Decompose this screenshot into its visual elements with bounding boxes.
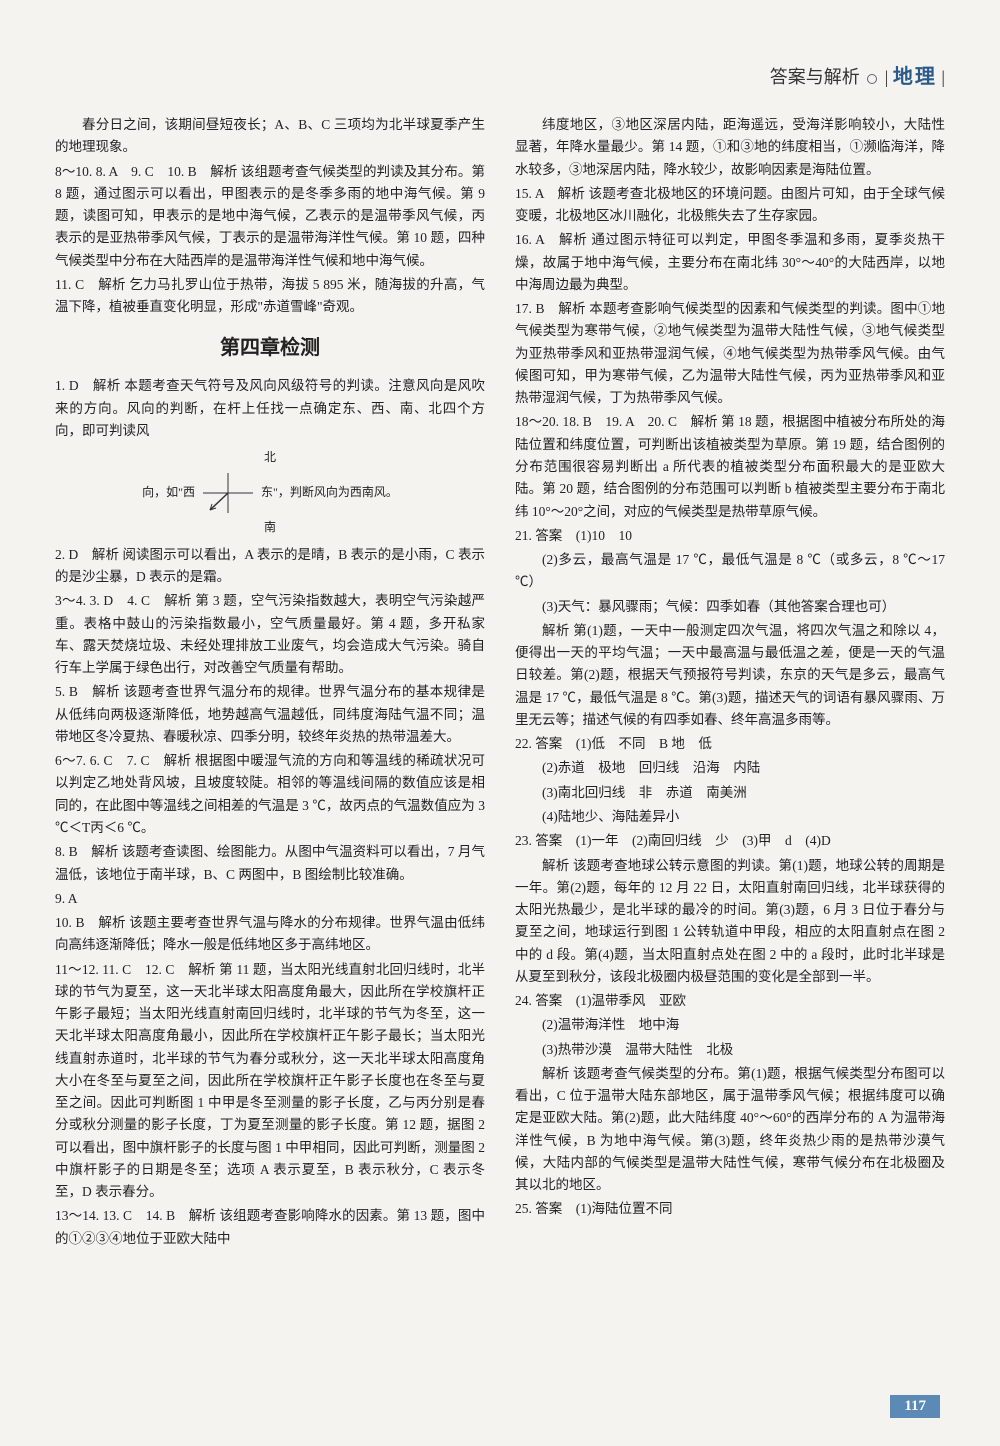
para: 25. 答案 (1)海陆位置不同 (515, 1198, 945, 1220)
page-header: 答案与解析 | 地理 | (55, 60, 945, 89)
para: 15. A 解析 该题考查北极地区的环境问题。由图片可知，由于全球气候变暖，北极… (515, 183, 945, 228)
para: 纬度地区，③地区深居内陆，距海遥远，受海洋影响较小，大陆性显著，年降水量最少。第… (515, 114, 945, 181)
para: 3～4. 3. D 4. C 解析 第 3 题，空气污染指数越大，表明空气污染越… (55, 590, 485, 679)
para: 解析 该题考查地球公转示意图的判读。第(1)题，地球公转的周期是一年。第(2)题… (515, 855, 945, 989)
para: 6～7. 6. C 7. C 解析 根据图中暖湿气流的方向和等温线的稀疏状况可以… (55, 750, 485, 839)
para: (3)天气：暴风骤雨；气候：四季如春（其他答案合理也可） (515, 596, 945, 618)
para: 18～20. 18. B 19. A 20. C 解析 第 18 题，根据图中植… (515, 411, 945, 522)
para: (3)热带沙漠 温带大陆性 北极 (515, 1039, 945, 1061)
header-divider-2: | (941, 67, 945, 87)
para: 11. C 解析 乞力马扎罗山位于热带，海拔 5 895 米，随海拔的升高，气温… (55, 274, 485, 319)
left-column: 春分日之间，该期间昼短夜长；A、B、C 三项均为北半球夏季产生的地理现象。 8～… (55, 114, 485, 1252)
para: 22. 答案 (1)低 不同 B 地 低 (515, 733, 945, 755)
para: (2)温带海洋性 地中海 (515, 1014, 945, 1036)
para: 17. B 解析 本题考查影响气候类型的因素和气候类型的判读。图中①地气候类型为… (515, 298, 945, 409)
compass-icon (198, 468, 258, 518)
header-circle (867, 74, 877, 84)
content-columns: 春分日之间，该期间昼短夜长；A、B、C 三项均为北半球夏季产生的地理现象。 8～… (55, 114, 945, 1252)
para: (3)南北回归线 非 赤道 南美洲 (515, 782, 945, 804)
para: 2. D 解析 阅读图示可以看出，A 表示的是晴，B 表示的是小雨，C 表示的是… (55, 544, 485, 589)
compass-text-right: 东"，判断风向为西南风。 (261, 485, 398, 499)
para: (4)陆地少、海陆差异小 (515, 806, 945, 828)
para: 24. 答案 (1)温带季风 亚欧 (515, 990, 945, 1012)
compass-north: 北 (55, 448, 485, 468)
para: 8～10. 8. A 9. C 10. B 解析 该组题考查气候类型的判读及其分… (55, 161, 485, 272)
para: 13～14. 13. C 14. B 解析 该组题考查影响降水的因素。第 13 … (55, 1205, 485, 1250)
para: 5. B 解析 该题考查世界气温分布的规律。世界气温分布的基本规律是从低纬向两极… (55, 681, 485, 748)
compass-south: 南 (55, 518, 485, 538)
para: 11～12. 11. C 12. C 解析 第 11 题，当太阳光线直射北回归线… (55, 959, 485, 1204)
page-number: 117 (890, 1395, 940, 1418)
para: (2)多云，最高气温是 17 ℃，最低气温是 8 ℃（或多云，8 ℃～17 ℃） (515, 549, 945, 594)
header-prefix: 答案与解析 (770, 67, 860, 87)
compass-text-left: 向，如"西 (142, 485, 195, 499)
header-subject: 地理 (893, 66, 937, 88)
para: 23. 答案 (1)一年 (2)南回归线 少 (3)甲 d (4)D (515, 830, 945, 852)
para: 解析 该题考查气候类型的分布。第(1)题，根据气候类型分布图可以看出，C 位于温… (515, 1063, 945, 1197)
para: 解析 第(1)题，一天中一般测定四次气温，将四次气温之和除以 4，便得出一天的平… (515, 620, 945, 731)
para: 9. A (55, 888, 485, 910)
header-divider: | (885, 67, 889, 87)
para: 8. B 解析 该题考查读图、绘图能力。从图中气温资料可以看出，7 月气温低，该… (55, 841, 485, 886)
para: 10. B 解析 该题主要考查世界气温与降水的分布规律。世界气温由低纬向高纬逐渐… (55, 912, 485, 957)
para: (2)赤道 极地 回归线 沿海 内陆 (515, 757, 945, 779)
para: 21. 答案 (1)10 10 (515, 525, 945, 547)
chapter-title: 第四章检测 (55, 332, 485, 365)
para: 1. D 解析 本题考查天气符号及风向风级符号的判读。注意风向是风吹来的方向。风… (55, 375, 485, 442)
compass-diagram: 北 向，如"西 东"，判断风向为西南风。 南 (55, 448, 485, 538)
right-column: 纬度地区，③地区深居内陆，距海遥远，受海洋影响较小，大陆性显著，年降水量最少。第… (515, 114, 945, 1252)
para: 16. A 解析 通过图示特征可以判定，甲图冬季温和多雨，夏季炎热干燥，故属于地… (515, 229, 945, 296)
para: 春分日之间，该期间昼短夜长；A、B、C 三项均为北半球夏季产生的地理现象。 (55, 114, 485, 159)
